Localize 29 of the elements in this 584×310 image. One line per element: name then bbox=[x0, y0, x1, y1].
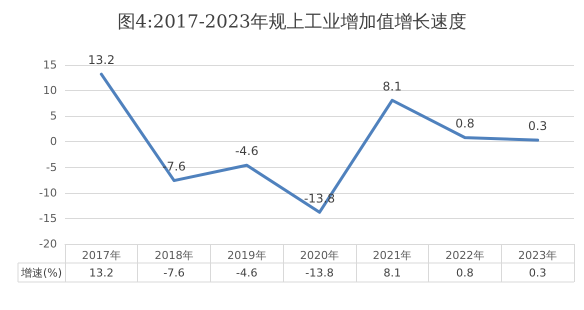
x-tick-label: 2021年 bbox=[372, 249, 412, 262]
text: -4.6 bbox=[236, 266, 258, 280]
text: -13.8 bbox=[305, 266, 334, 280]
text: 增速(%) bbox=[20, 266, 62, 280]
data-label: 13.2 bbox=[88, 53, 115, 68]
text: 0.3 bbox=[528, 266, 546, 280]
text: -7.6 bbox=[163, 266, 185, 280]
y-tick-label: 10 bbox=[43, 84, 57, 98]
x-tick-label: 2018年 bbox=[154, 249, 194, 262]
text: 13.2 bbox=[89, 266, 114, 280]
x-tick-label: 2019年 bbox=[227, 249, 266, 262]
y-tick-label: -15 bbox=[39, 212, 57, 225]
y-tick-label: 5 bbox=[50, 110, 57, 123]
chart-title: 图4:2017-2023年规上工业增加值增长速度 bbox=[117, 12, 467, 32]
text: 0.8 bbox=[456, 266, 474, 280]
data-label: -4.6 bbox=[235, 144, 258, 158]
data-label: 8.1 bbox=[382, 79, 402, 94]
y-tick-label: -20 bbox=[39, 238, 57, 250]
x-tick-label: 2017年 bbox=[82, 249, 121, 262]
x-tick-label: 2023年 bbox=[518, 249, 558, 262]
x-tick-label: 2022年 bbox=[445, 249, 484, 262]
y-tick-label: -10 bbox=[39, 186, 57, 200]
data-label: 0.8 bbox=[455, 116, 474, 131]
y-tick-label: 15 bbox=[43, 58, 57, 72]
y-tick-label: 0 bbox=[50, 135, 57, 148]
y-tick-label: -5 bbox=[46, 160, 57, 174]
data-label: 0.3 bbox=[528, 119, 548, 134]
text: 8.1 bbox=[383, 266, 401, 280]
x-tick-label: 2020年 bbox=[300, 249, 339, 262]
